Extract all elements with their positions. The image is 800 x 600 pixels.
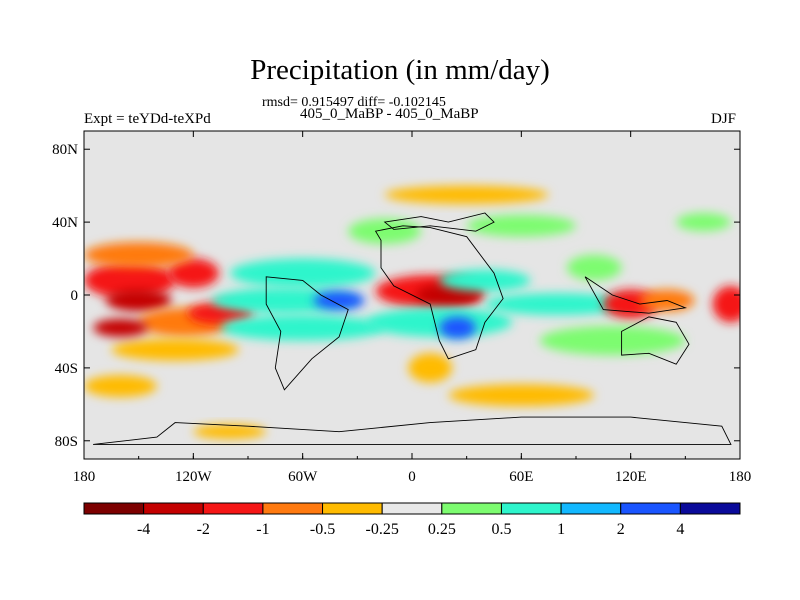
right-string: DJF	[711, 111, 737, 127]
precip-anomaly-region	[566, 254, 622, 281]
colorbar-label: -2	[197, 521, 210, 538]
colorbar-swatch	[143, 502, 204, 515]
precip-anomaly-region	[712, 285, 740, 323]
left-string: Expt = teYDd-teXPd	[84, 111, 211, 127]
precip-anomaly-region	[84, 242, 194, 268]
precip-anomaly-region	[105, 289, 172, 312]
y-tick-label: 40N	[52, 215, 78, 231]
stats-text: rmsd= 0.915497 diff= -0.102145	[262, 95, 446, 110]
chart-title: Precipitation (in mm/day)	[250, 54, 550, 86]
colorbar-label: 0.25	[428, 521, 456, 538]
colorbar-swatch	[441, 502, 502, 515]
x-tick-label: 120E	[615, 469, 647, 485]
coastline	[584, 276, 688, 314]
colorbar-label: 1	[557, 521, 565, 538]
precip-anomaly-region	[439, 269, 531, 292]
coastline-overlay	[93, 212, 732, 445]
x-tick-label: 120W	[175, 469, 213, 485]
precip-anomaly-region	[84, 375, 157, 398]
precip-anomaly-region	[167, 258, 219, 288]
colorbar-swatch	[83, 502, 145, 515]
precip-anomaly-region	[408, 353, 453, 383]
precip-anomaly-region	[313, 291, 365, 310]
coastline	[621, 316, 690, 365]
x-tick-label: 60W	[288, 469, 318, 485]
y-tick-label: 80S	[55, 434, 78, 450]
precip-anomaly-region	[439, 316, 476, 339]
colorbar-swatch	[620, 502, 681, 515]
colorbar: -4 -2 -1 -0.5 -0.25 0.25 0.5 1 2 4	[83, 502, 741, 538]
y-tick-label: 80N	[52, 142, 78, 158]
colorbar-swatch	[560, 502, 622, 515]
colorbar-swatch	[202, 502, 264, 515]
x-tick-label: 180	[729, 469, 752, 485]
colorbar-label: -0.5	[310, 521, 335, 538]
y-tick-label: 40S	[55, 361, 78, 377]
x-axis: 180 120W 60W 0 60E 120E 180	[73, 131, 752, 485]
y-tick-label: 0	[71, 288, 79, 304]
precip-anomaly-region	[220, 315, 385, 341]
precip-anomaly-region	[84, 262, 176, 299]
precip-anomaly-region	[93, 318, 148, 337]
precip-field	[84, 185, 740, 439]
precip-anomaly-region	[539, 325, 686, 356]
precip-anomaly-region	[229, 258, 376, 288]
precip-anomaly-region	[484, 293, 631, 316]
colorbar-swatch	[679, 502, 741, 515]
coastline	[383, 212, 495, 232]
precip-anomaly-region	[348, 218, 422, 244]
colorbar-swatch	[322, 502, 383, 515]
coastline	[93, 416, 732, 445]
colorbar-label: -1	[256, 521, 269, 538]
colorbar-swatch	[381, 502, 443, 515]
colorbar-label: 2	[617, 521, 625, 538]
colorbar-label: 0.5	[491, 521, 511, 538]
precip-anomaly-region	[384, 185, 549, 204]
precip-anomaly-region	[366, 307, 513, 337]
x-tick-label: 0	[408, 469, 416, 485]
colorbar-swatch	[500, 502, 562, 515]
coastline	[265, 276, 349, 391]
y-axis: 80N 40N 0 40S 80S	[52, 142, 740, 450]
colorbar-label: 4	[676, 521, 684, 538]
precip-anomaly-region	[193, 424, 267, 439]
colorbar-label: -4	[137, 521, 150, 538]
x-tick-label: 60E	[509, 469, 533, 485]
precip-anomaly-region	[111, 338, 239, 361]
precip-anomaly-region	[466, 214, 576, 237]
chart-subtitle: 405_0_MaBP - 405_0_MaBP	[300, 106, 479, 122]
precip-anomaly-region	[211, 287, 358, 314]
precip-anomaly-region	[448, 384, 595, 407]
colorbar-swatch	[262, 502, 324, 515]
colorbar-label: -0.25	[366, 521, 399, 538]
coastline	[374, 225, 504, 360]
x-tick-label: 180	[73, 469, 96, 485]
precip-anomaly-region	[676, 213, 731, 232]
